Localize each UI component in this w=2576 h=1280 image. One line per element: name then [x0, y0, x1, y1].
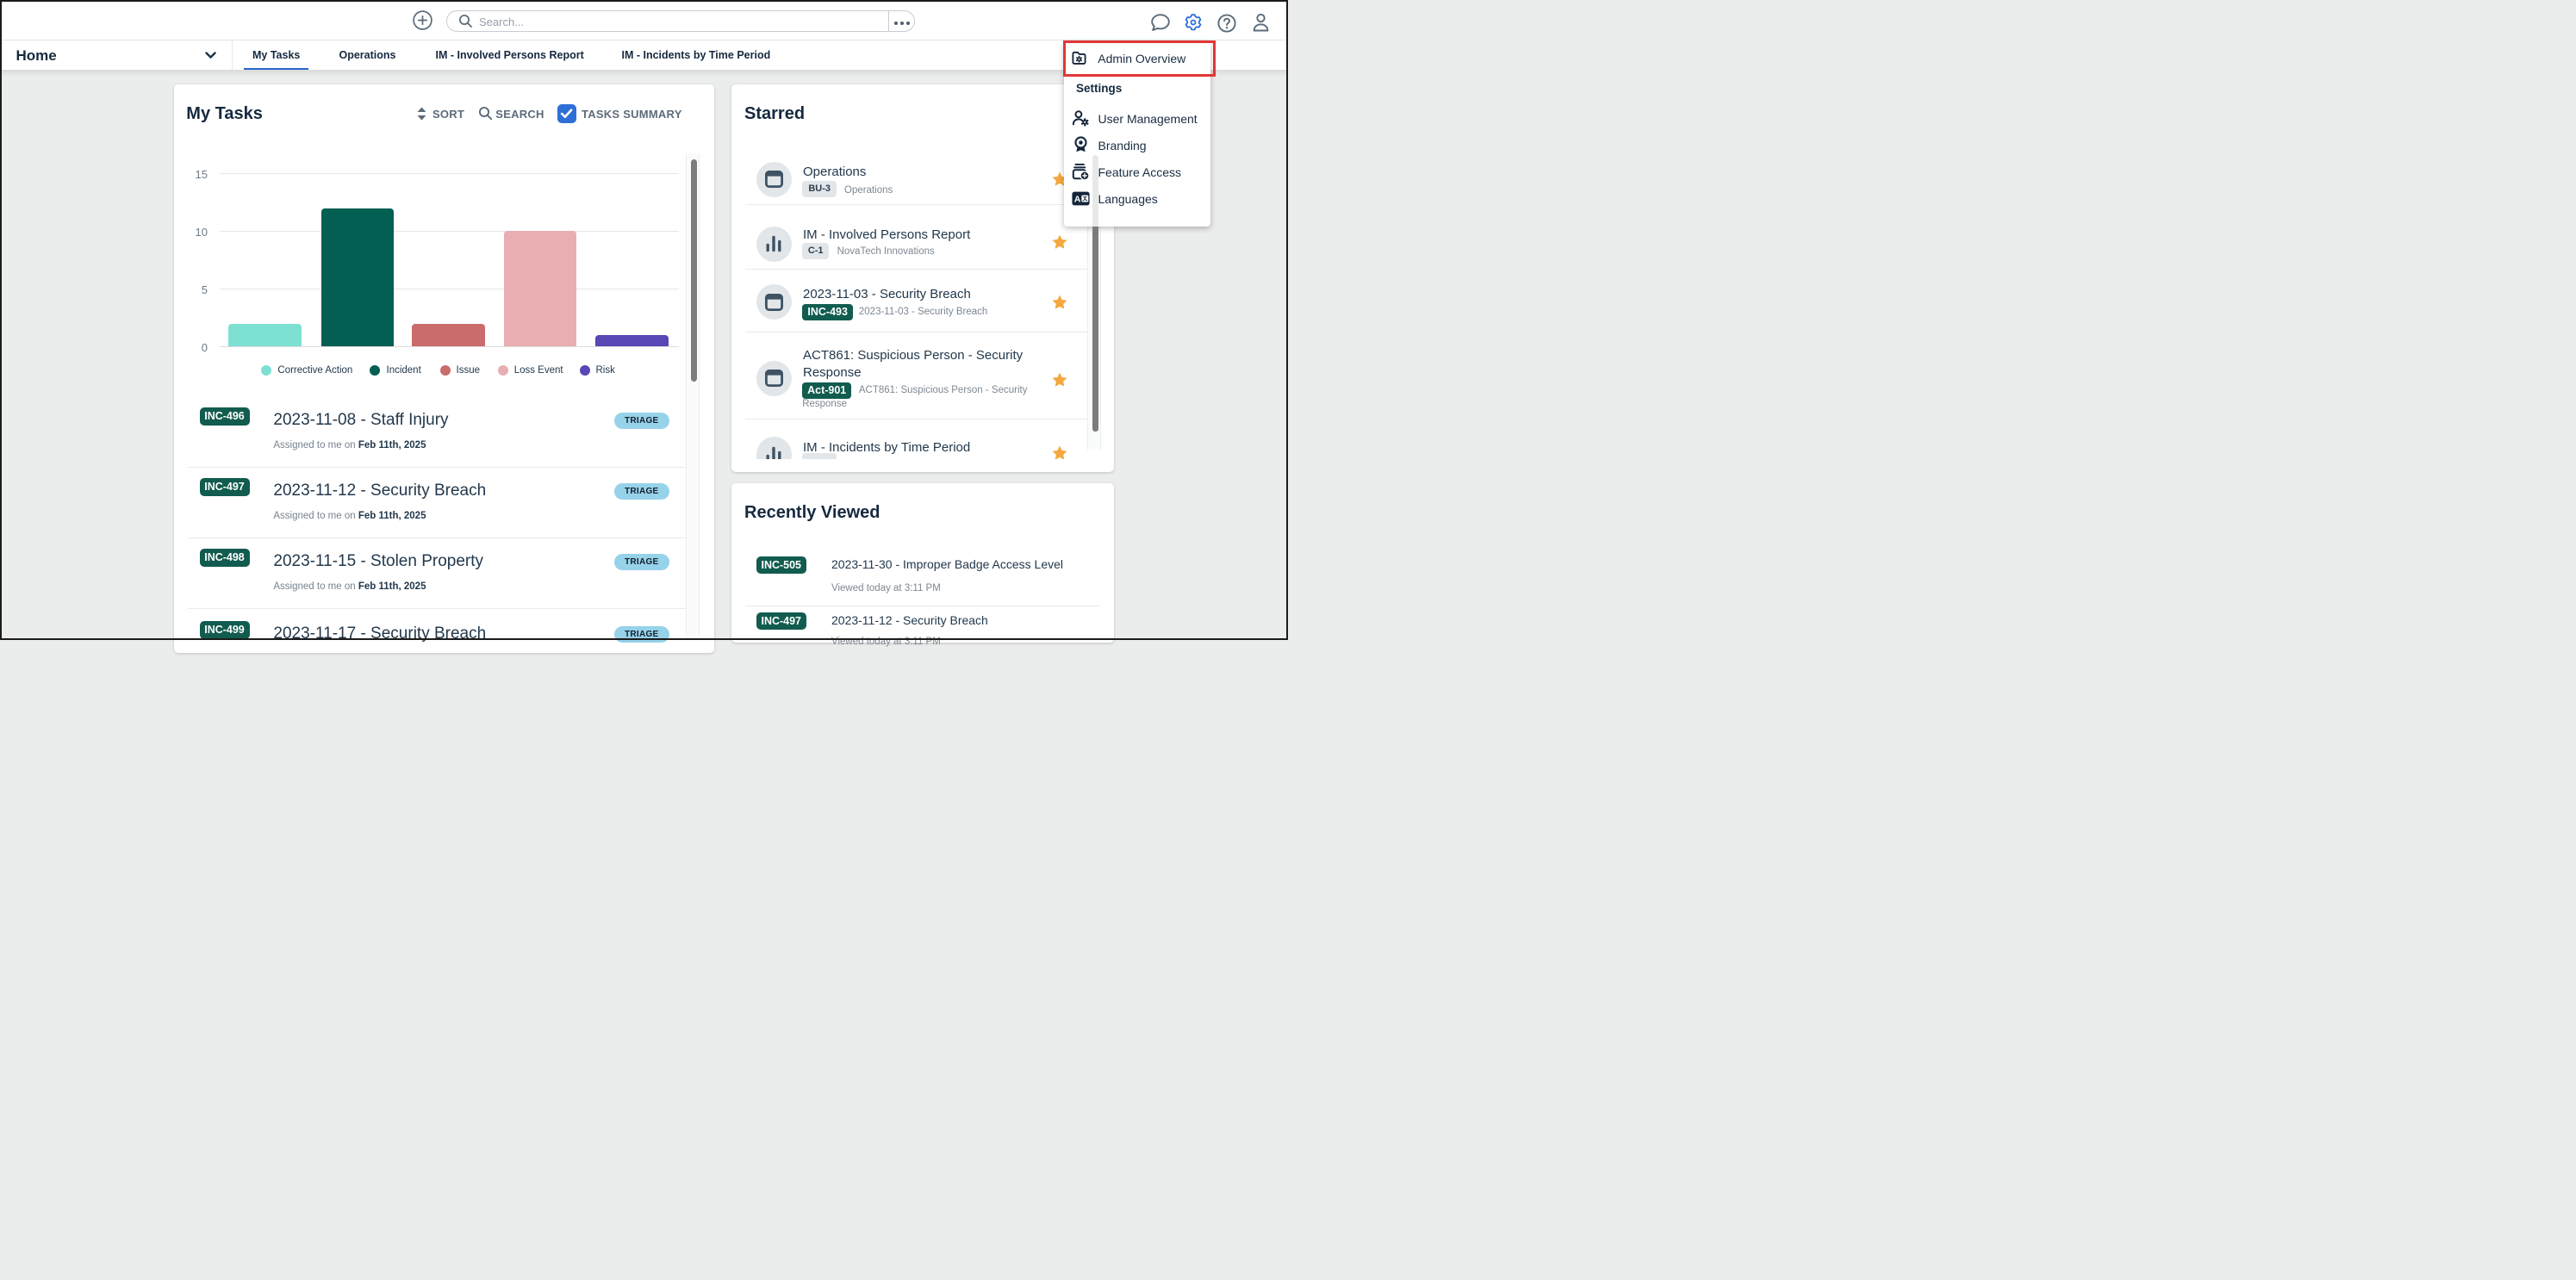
svg-text:A: A	[1074, 194, 1081, 204]
